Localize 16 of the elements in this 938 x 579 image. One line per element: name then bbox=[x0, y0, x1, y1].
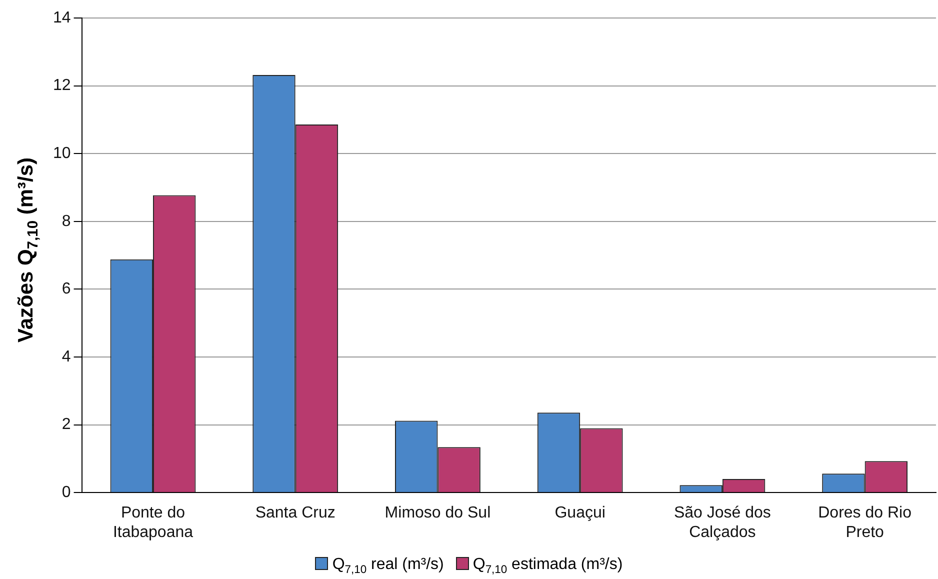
x-tick-label: Ponte do Itabapoana bbox=[112, 504, 194, 541]
y-tick-label: 0 bbox=[62, 484, 71, 502]
legend-label: Q$_{7,10}$ estimada (m³/s) bbox=[472, 556, 623, 576]
y-tick-label: 12 bbox=[53, 77, 71, 94]
legend-label: Q$_{7,10}$ real (m³/s) bbox=[332, 556, 444, 576]
y-tick-label: 10 bbox=[53, 145, 71, 162]
y-tick-label: 4 bbox=[62, 348, 71, 366]
x-tick-label: Dores do Rio Preto bbox=[818, 504, 912, 541]
y-tick-label: 2 bbox=[62, 416, 71, 434]
x-tick-label: Mimoso do Sul bbox=[384, 504, 491, 522]
y-tick-label: 6 bbox=[62, 280, 71, 298]
x-tick-label: Santa Cruz bbox=[255, 504, 336, 522]
x-tick-label: São José dos Calçados bbox=[674, 504, 771, 541]
x-tick-label: Guaçui bbox=[554, 504, 606, 522]
y-tick-label: 8 bbox=[62, 212, 71, 230]
y-tick-label: 14 bbox=[53, 9, 71, 26]
